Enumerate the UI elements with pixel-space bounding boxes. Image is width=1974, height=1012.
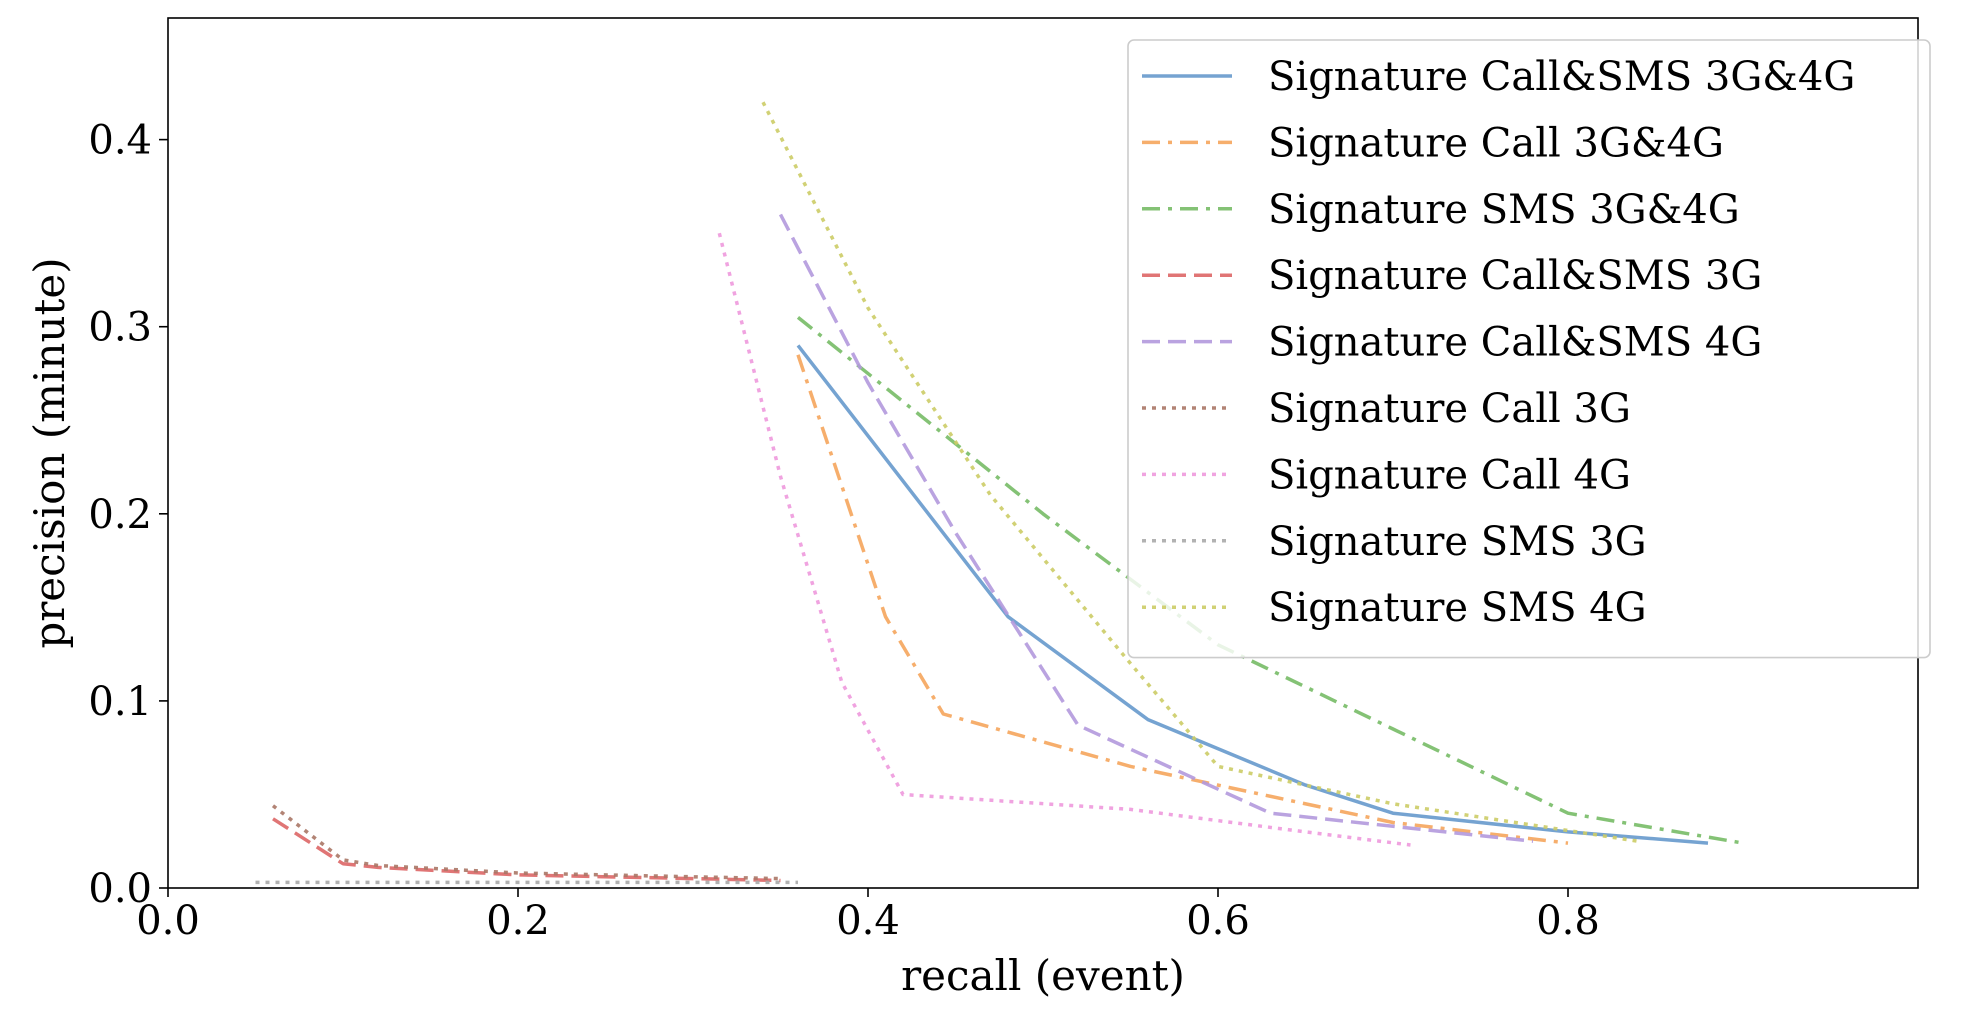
legend-label: Signature Call 3G&4G: [1268, 120, 1724, 166]
series-line-6: [271, 804, 781, 881]
series-line-2: [796, 354, 1569, 845]
series-line-3: [796, 316, 1744, 845]
y-axis-title: precision (minute): [25, 257, 74, 648]
legend-label: Signature Call&SMS 3G: [1268, 253, 1762, 299]
x-tick-label: 0.6: [1186, 898, 1250, 944]
series-line-7: [717, 232, 1411, 847]
x-tick-label: 0.8: [1536, 898, 1600, 944]
legend-label: Signature Call 4G: [1268, 452, 1631, 498]
legend-label: Signature Call 3G: [1268, 386, 1631, 432]
legend-label: Signature Call&SMS 4G: [1268, 320, 1762, 366]
y-tick-label: 0.3: [88, 305, 152, 351]
series-lines: [255, 101, 1744, 885]
legend: Signature Call&SMS 3G&4G Signature Call 3…: [1127, 39, 1931, 659]
legend-label: Signature SMS 4G: [1268, 585, 1647, 631]
legend-label: Signature SMS 3G&4G: [1268, 187, 1740, 233]
x-axis-title: recall (event): [901, 951, 1185, 1000]
y-tick-label: 0.4: [88, 118, 152, 164]
series-line-9: [761, 101, 1639, 843]
x-tick-label: 0.4: [836, 898, 900, 944]
y-tick-label: 0.1: [88, 679, 152, 725]
legend-box: [1127, 39, 1931, 659]
series-line-1: [796, 344, 1709, 845]
y-tick-label: 0.2: [88, 492, 152, 538]
legend-label: Signature SMS 3G: [1268, 519, 1647, 565]
x-tick-label: 0.0: [136, 898, 200, 944]
legend-label: Signature Call&SMS 3G&4G: [1268, 54, 1855, 100]
axis-ticks: 0.0 0.2 0.4 0.6 0.8 0.0 0.1 0.2 0.3 0.4: [88, 118, 1599, 944]
series-line-5: [778, 213, 1534, 843]
y-tick-label: 0.0: [88, 866, 152, 912]
series-line-4: [272, 817, 781, 883]
x-tick-label: 0.2: [486, 898, 550, 944]
